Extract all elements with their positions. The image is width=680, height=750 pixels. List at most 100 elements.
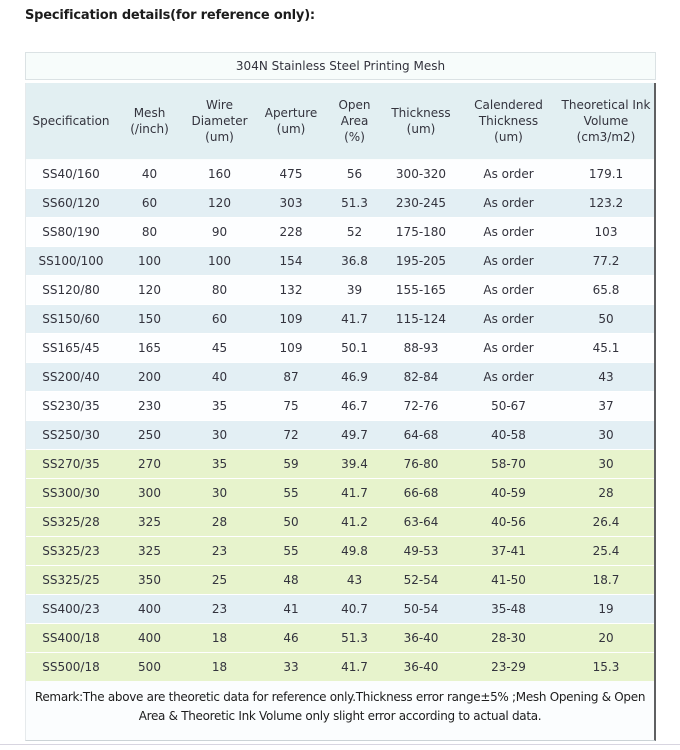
table-cell: SS400/23 <box>26 594 116 624</box>
table-cell: 26.4 <box>558 507 654 537</box>
table-cell: 50-67 <box>459 391 558 421</box>
table-cell: 41.7 <box>326 478 383 508</box>
table-cell: SS325/23 <box>26 536 116 566</box>
table-cell: SS150/60 <box>26 304 116 334</box>
table-cell: 35 <box>183 449 256 479</box>
table-cell: 155-165 <box>383 275 459 305</box>
table-cell: 87 <box>256 362 326 392</box>
spec-table: 304N Stainless Steel Printing Mesh Speci… <box>25 52 656 741</box>
table-cell: SS80/190 <box>26 217 116 247</box>
table-row: SS300/30 300 30 55 41.7 66-68 40-59 28 <box>26 478 654 508</box>
table-row: SS60/120 60 120 303 51.3 230-245 As order 123.2 <box>26 188 654 218</box>
table-cell: 37 <box>558 391 654 421</box>
table-row: SS400/18 400 18 46 51.3 36-40 28-30 20 <box>26 623 654 653</box>
table-cell: 500 <box>116 652 183 681</box>
table-cell: SS200/40 <box>26 362 116 392</box>
spec-data-table: Specification Mesh (/inch) Wire Diameter (… <box>26 83 654 681</box>
table-cell: 400 <box>116 623 183 653</box>
table-remark: Remark:The above are theoretic data for … <box>26 681 654 740</box>
table-cell: 43 <box>326 565 383 595</box>
table-cell: SS325/25 <box>26 565 116 595</box>
table-cell: 52-54 <box>383 565 459 595</box>
table-cell: 132 <box>256 275 326 305</box>
table-cell: 40-56 <box>459 507 558 537</box>
table-cell: 36-40 <box>383 623 459 653</box>
table-cell: 55 <box>256 478 326 508</box>
table-cell: 45.1 <box>558 333 654 363</box>
table-cell: 40.7 <box>326 594 383 624</box>
table-cell: 56 <box>326 159 383 189</box>
table-cell: 123.2 <box>558 188 654 218</box>
table-cell: 270 <box>116 449 183 479</box>
table-cell: 82-84 <box>383 362 459 392</box>
table-cell: SS165/45 <box>26 333 116 363</box>
table-cell: 52 <box>326 217 383 247</box>
table-cell: 72-76 <box>383 391 459 421</box>
table-cell: 30 <box>558 449 654 479</box>
table-cell: SS270/35 <box>26 449 116 479</box>
column-header: Theoretical Ink Volume (cm3/m2) <box>558 83 654 160</box>
table-row: SS500/18 500 18 33 41.7 36-40 23-29 15.3 <box>26 652 654 681</box>
table-cell: 195-205 <box>383 246 459 276</box>
table-cell: 475 <box>256 159 326 189</box>
table-cell: SS40/160 <box>26 159 116 189</box>
table-cell: SS60/120 <box>26 188 116 218</box>
table-cell: 55 <box>256 536 326 566</box>
table-cell: 100 <box>116 246 183 276</box>
table-cell: SS120/80 <box>26 275 116 305</box>
table-row: SS325/25 350 25 48 43 52-54 41-50 18.7 <box>26 565 654 595</box>
table-cell: 75 <box>256 391 326 421</box>
table-cell: 51.3 <box>326 623 383 653</box>
table-cell: SS230/35 <box>26 391 116 421</box>
table-cell: 46.7 <box>326 391 383 421</box>
table-cell: 300-320 <box>383 159 459 189</box>
table-cell: 400 <box>116 594 183 624</box>
table-cell: 250 <box>116 420 183 450</box>
table-cell: 39.4 <box>326 449 383 479</box>
table-cell: 80 <box>183 275 256 305</box>
table-cell: 76-80 <box>383 449 459 479</box>
table-cell: 39 <box>326 275 383 305</box>
table-cell: 28 <box>183 507 256 537</box>
table-cell: 60 <box>183 304 256 334</box>
table-cell: 179.1 <box>558 159 654 189</box>
table-cell: 303 <box>256 188 326 218</box>
table-cell: 109 <box>256 333 326 363</box>
table-cell: 88-93 <box>383 333 459 363</box>
table-cell: 72 <box>256 420 326 450</box>
table-cell: 33 <box>256 652 326 681</box>
table-cell: 120 <box>183 188 256 218</box>
table-cell: 46 <box>256 623 326 653</box>
table-cell: 230 <box>116 391 183 421</box>
table-row: SS200/40 200 40 87 46.9 82-84 As order 43 <box>26 362 654 392</box>
table-cell: As order <box>459 362 558 392</box>
table-cell: 49.7 <box>326 420 383 450</box>
table-cell: As order <box>459 159 558 189</box>
table-cell: 46.9 <box>326 362 383 392</box>
table-cell: 30 <box>183 478 256 508</box>
table-cell: SS325/28 <box>26 507 116 537</box>
table-cell: 160 <box>183 159 256 189</box>
table-cell: 43 <box>558 362 654 392</box>
page-heading: Specification details(for reference only… <box>25 8 315 23</box>
table-cell: 77.2 <box>558 246 654 276</box>
table-cell: 325 <box>116 536 183 566</box>
table-cell: 41.2 <box>326 507 383 537</box>
table-cell: 41.7 <box>326 652 383 681</box>
table-cell: SS400/18 <box>26 623 116 653</box>
table-cell: 60 <box>116 188 183 218</box>
table-cell: 36.8 <box>326 246 383 276</box>
table-grid: Specification Mesh (/inch) Wire Diameter (… <box>25 83 656 741</box>
table-cell: 40 <box>183 362 256 392</box>
table-row: SS250/30 250 30 72 49.7 64-68 40-58 30 <box>26 420 654 450</box>
table-cell: 30 <box>558 420 654 450</box>
table-cell: 40 <box>116 159 183 189</box>
table-cell: 18.7 <box>558 565 654 595</box>
table-cell: As order <box>459 246 558 276</box>
table-row: SS400/23 400 23 41 40.7 50-54 35-48 19 <box>26 594 654 624</box>
table-cell: 40-58 <box>459 420 558 450</box>
column-header: Specification <box>26 83 116 160</box>
table-cell: 150 <box>116 304 183 334</box>
table-cell: 325 <box>116 507 183 537</box>
